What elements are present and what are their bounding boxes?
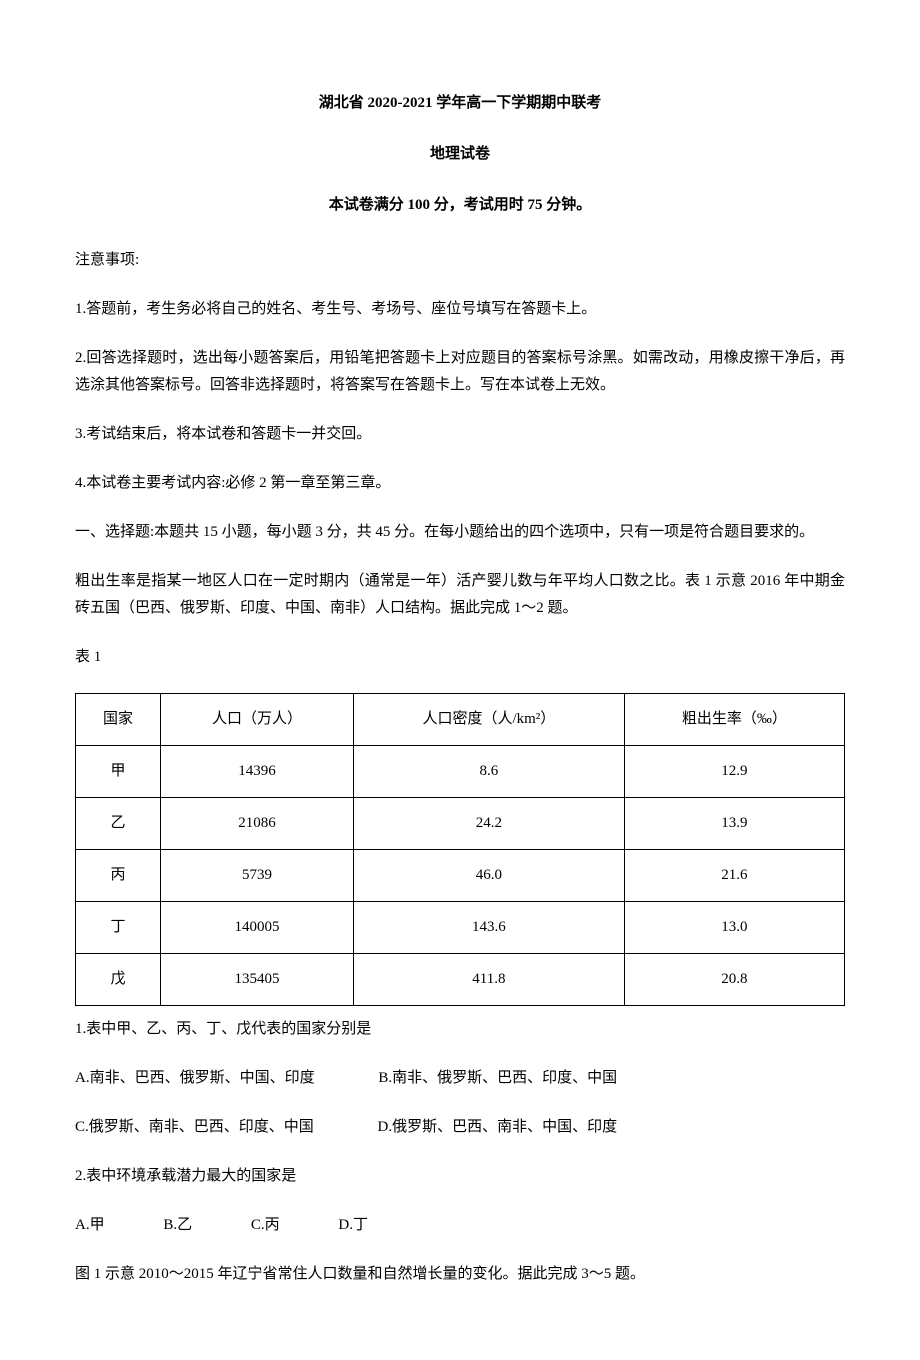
table-cell: 21.6 <box>624 850 844 902</box>
table-cell: 戊 <box>76 954 161 1006</box>
option-a: A.甲 <box>75 1212 105 1239</box>
table-row: 甲 14396 8.6 12.9 <box>76 746 845 798</box>
option-b: B.乙 <box>163 1212 192 1239</box>
exam-subject: 地理试卷 <box>75 141 845 168</box>
options-row: A.南非、巴西、俄罗斯、中国、印度 B.南非、俄罗斯、巴西、印度、中国 <box>75 1065 845 1092</box>
table-cell: 20.8 <box>624 954 844 1006</box>
population-table: 国家 人口（万人） 人口密度（人/km²） 粗出生率（‰） 甲 14396 8.… <box>75 693 845 1006</box>
table-row: 丁 140005 143.6 13.0 <box>76 902 845 954</box>
table-header-cell: 粗出生率（‰） <box>624 694 844 746</box>
table-cell: 12.9 <box>624 746 844 798</box>
table-cell: 5739 <box>160 850 353 902</box>
notice-item: 2.回答选择题时，选出每小题答案后，用铅笔把答题卡上对应题目的答案标号涂黑。如需… <box>75 345 845 399</box>
question-text: 1.表中甲、乙、丙、丁、戊代表的国家分别是 <box>75 1016 845 1043</box>
table-cell: 46.0 <box>354 850 625 902</box>
options-row: A.甲 B.乙 C.丙 D.丁 <box>75 1212 845 1239</box>
question-context: 粗出生率是指某一地区人口在一定时期内（通常是一年）活产婴儿数与年平均人口数之比。… <box>75 568 845 622</box>
table-cell: 140005 <box>160 902 353 954</box>
notice-heading: 注意事项: <box>75 247 845 274</box>
table-cell: 13.0 <box>624 902 844 954</box>
table-row: 乙 21086 24.2 13.9 <box>76 798 845 850</box>
option-c: C.俄罗斯、南非、巴西、印度、中国 <box>75 1114 314 1141</box>
table-label: 表 1 <box>75 644 845 671</box>
table-header-row: 国家 人口（万人） 人口密度（人/km²） 粗出生率（‰） <box>76 694 845 746</box>
table-cell: 13.9 <box>624 798 844 850</box>
option-b: B.南非、俄罗斯、巴西、印度、中国 <box>378 1065 617 1092</box>
table-cell: 8.6 <box>354 746 625 798</box>
notice-item: 1.答题前，考生务必将自己的姓名、考生号、考场号、座位号填写在答题卡上。 <box>75 296 845 323</box>
notice-item: 3.考试结束后，将本试卷和答题卡一并交回。 <box>75 421 845 448</box>
options-row: C.俄罗斯、南非、巴西、印度、中国 D.俄罗斯、巴西、南非、中国、印度 <box>75 1114 845 1141</box>
table-row: 丙 5739 46.0 21.6 <box>76 850 845 902</box>
option-a: A.南非、巴西、俄罗斯、中国、印度 <box>75 1065 315 1092</box>
table-header-cell: 人口密度（人/km²） <box>354 694 625 746</box>
table-cell: 甲 <box>76 746 161 798</box>
table-cell: 21086 <box>160 798 353 850</box>
table-header-cell: 国家 <box>76 694 161 746</box>
exam-title: 湖北省 2020-2021 学年高一下学期期中联考 <box>75 90 845 117</box>
table-cell: 24.2 <box>354 798 625 850</box>
exam-info: 本试卷满分 100 分，考试用时 75 分钟。 <box>75 192 845 219</box>
table-row: 戊 135405 411.8 20.8 <box>76 954 845 1006</box>
table-cell: 143.6 <box>354 902 625 954</box>
question-text: 2.表中环境承载潜力最大的国家是 <box>75 1163 845 1190</box>
table-cell: 丙 <box>76 850 161 902</box>
section-intro: 一、选择题:本题共 15 小题，每小题 3 分，共 45 分。在每小题给出的四个… <box>75 519 845 546</box>
table-cell: 丁 <box>76 902 161 954</box>
table-cell: 411.8 <box>354 954 625 1006</box>
table-header-cell: 人口（万人） <box>160 694 353 746</box>
notice-item: 4.本试卷主要考试内容:必修 2 第一章至第三章。 <box>75 470 845 497</box>
question-context: 图 1 示意 2010～2015 年辽宁省常住人口数量和自然增长量的变化。据此完… <box>75 1261 845 1288</box>
option-c: C.丙 <box>251 1212 280 1239</box>
table-cell: 135405 <box>160 954 353 1006</box>
option-d: D.丁 <box>338 1212 368 1239</box>
option-d: D.俄罗斯、巴西、南非、中国、印度 <box>378 1114 618 1141</box>
table-cell: 乙 <box>76 798 161 850</box>
table-cell: 14396 <box>160 746 353 798</box>
